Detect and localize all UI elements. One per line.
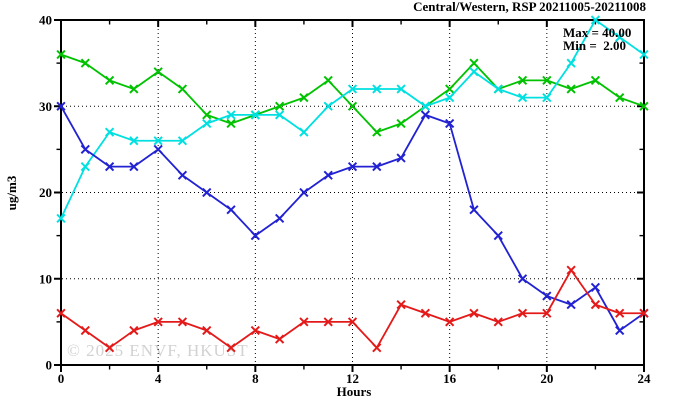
y-tick-label: 10 [39, 271, 52, 286]
plot-area: 0 4 8 12 16 20 24 0 10 20 30 40 [39, 13, 651, 387]
min-value-label: Min = 2.00 [563, 38, 626, 53]
y-tick-label: 30 [39, 99, 52, 114]
chart-title: Central/Western, RSP 20211005-20211008 [413, 0, 646, 14]
x-tick-label: 4 [155, 371, 162, 386]
x-tick-label: 24 [638, 371, 652, 386]
y-tick-label: 0 [46, 358, 53, 373]
x-tick-label: 20 [540, 371, 553, 386]
x-tick-label: 16 [443, 371, 457, 386]
y-tick-label: 20 [39, 185, 52, 200]
y-tick-label: 40 [39, 13, 52, 28]
axis-border [60, 19, 645, 366]
max-value-label: Max = 40.00 [563, 25, 631, 40]
series-markers-cyan-series [56, 15, 649, 223]
series-markers-red-series [56, 265, 649, 353]
x-tick-label: 0 [58, 371, 65, 386]
x-axis-title: Hours [337, 384, 372, 399]
x-tick-label: 12 [346, 371, 359, 386]
y-axis-title: ug/m3 [4, 175, 19, 210]
series-markers-blue-series [56, 101, 649, 336]
x-tick-label: 8 [252, 371, 259, 386]
